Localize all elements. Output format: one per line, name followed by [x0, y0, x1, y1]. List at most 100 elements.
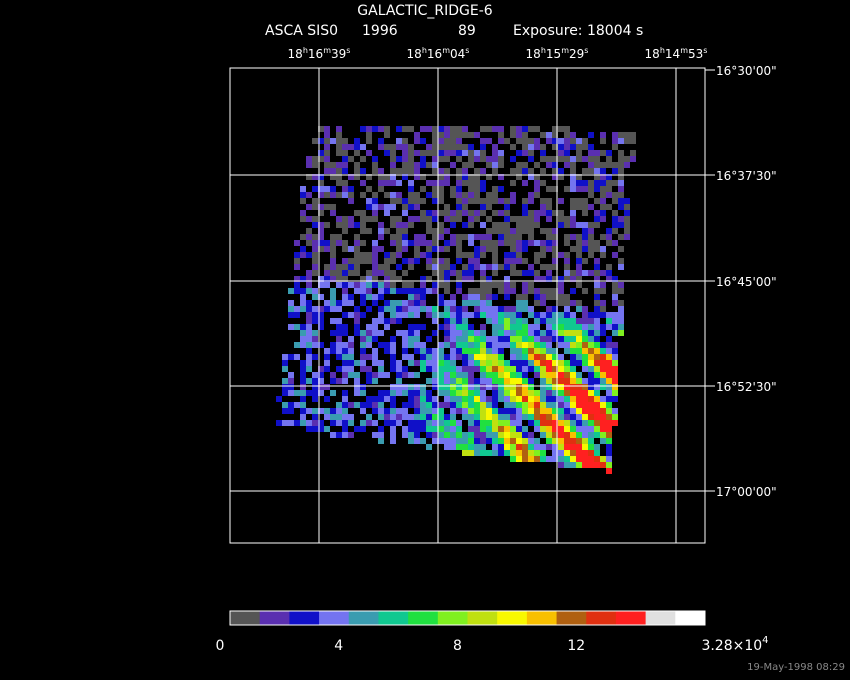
pixel — [408, 384, 414, 390]
pixel — [510, 180, 516, 186]
pixel — [414, 426, 420, 432]
pixel — [312, 312, 318, 318]
pixel — [576, 438, 582, 444]
pixel — [468, 174, 474, 180]
pixel — [360, 402, 366, 408]
pixel — [516, 360, 522, 366]
pixel — [444, 336, 450, 342]
pixel — [498, 174, 504, 180]
pixel — [396, 144, 402, 150]
pixel — [534, 402, 540, 408]
pixel — [360, 222, 366, 228]
pixel — [426, 162, 432, 168]
pixel — [492, 210, 498, 216]
pixel — [486, 426, 492, 432]
pixel — [576, 360, 582, 366]
pixel — [480, 240, 486, 246]
pixel — [594, 264, 600, 270]
pixel — [606, 150, 612, 156]
pixel — [570, 300, 576, 306]
pixel — [426, 348, 432, 354]
pixel — [330, 192, 336, 198]
pixel — [420, 174, 426, 180]
pixel — [306, 426, 312, 432]
pixel — [606, 378, 612, 384]
pixel — [552, 438, 558, 444]
pixel — [462, 414, 468, 420]
pixel — [342, 372, 348, 378]
pixel — [588, 156, 594, 162]
pixel — [606, 426, 612, 432]
pixel — [564, 318, 570, 324]
pixel — [432, 420, 438, 426]
pixel — [330, 204, 336, 210]
pixel — [594, 174, 600, 180]
pixel — [432, 372, 438, 378]
pixel — [378, 180, 384, 186]
dec-label: 16°37'30" — [716, 169, 777, 183]
pixel — [564, 306, 570, 312]
pixel — [384, 396, 390, 402]
pixel — [444, 132, 450, 138]
pixel — [444, 372, 450, 378]
pixel — [480, 402, 486, 408]
pixel — [552, 426, 558, 432]
pixel — [522, 270, 528, 276]
pixel — [408, 204, 414, 210]
colorbar-tick-label: 0 — [216, 638, 225, 654]
pixel — [306, 360, 312, 366]
pixel — [366, 306, 372, 312]
pixel — [444, 156, 450, 162]
pixel — [324, 156, 330, 162]
pixel — [600, 234, 606, 240]
pixel — [288, 300, 294, 306]
pixel — [540, 264, 546, 270]
pixel — [546, 234, 552, 240]
pixel — [462, 270, 468, 276]
pixel — [576, 432, 582, 438]
pixel — [468, 390, 474, 396]
pixel — [498, 126, 504, 132]
pixel — [384, 150, 390, 156]
pixel — [570, 438, 576, 444]
pixel — [468, 162, 474, 168]
pixel — [480, 360, 486, 366]
pixel — [588, 312, 594, 318]
pixel — [558, 168, 564, 174]
pixel — [336, 132, 342, 138]
pixel — [546, 270, 552, 276]
pixel — [528, 324, 534, 330]
pixel — [480, 168, 486, 174]
pixel — [402, 234, 408, 240]
pixel — [312, 372, 318, 378]
pixel — [564, 144, 570, 150]
pixel — [396, 168, 402, 174]
pixel — [522, 138, 528, 144]
pixel — [378, 264, 384, 270]
pixel — [456, 372, 462, 378]
pixel — [564, 324, 570, 330]
pixel — [336, 324, 342, 330]
pixel — [414, 288, 420, 294]
pixel — [600, 306, 606, 312]
pixel — [528, 126, 534, 132]
pixel — [516, 228, 522, 234]
pixel — [390, 258, 396, 264]
pixel — [516, 294, 522, 300]
pixel — [336, 180, 342, 186]
pixel — [372, 204, 378, 210]
pixel — [474, 288, 480, 294]
pixel — [324, 186, 330, 192]
pixel — [594, 408, 600, 414]
pixel — [366, 132, 372, 138]
pixel — [390, 420, 396, 426]
pixel — [402, 198, 408, 204]
pixel — [450, 270, 456, 276]
pixel — [570, 138, 576, 144]
pixel — [576, 174, 582, 180]
pixel — [300, 252, 306, 258]
pixel — [408, 186, 414, 192]
pixel — [390, 408, 396, 414]
pixel — [612, 282, 618, 288]
pixel — [504, 384, 510, 390]
